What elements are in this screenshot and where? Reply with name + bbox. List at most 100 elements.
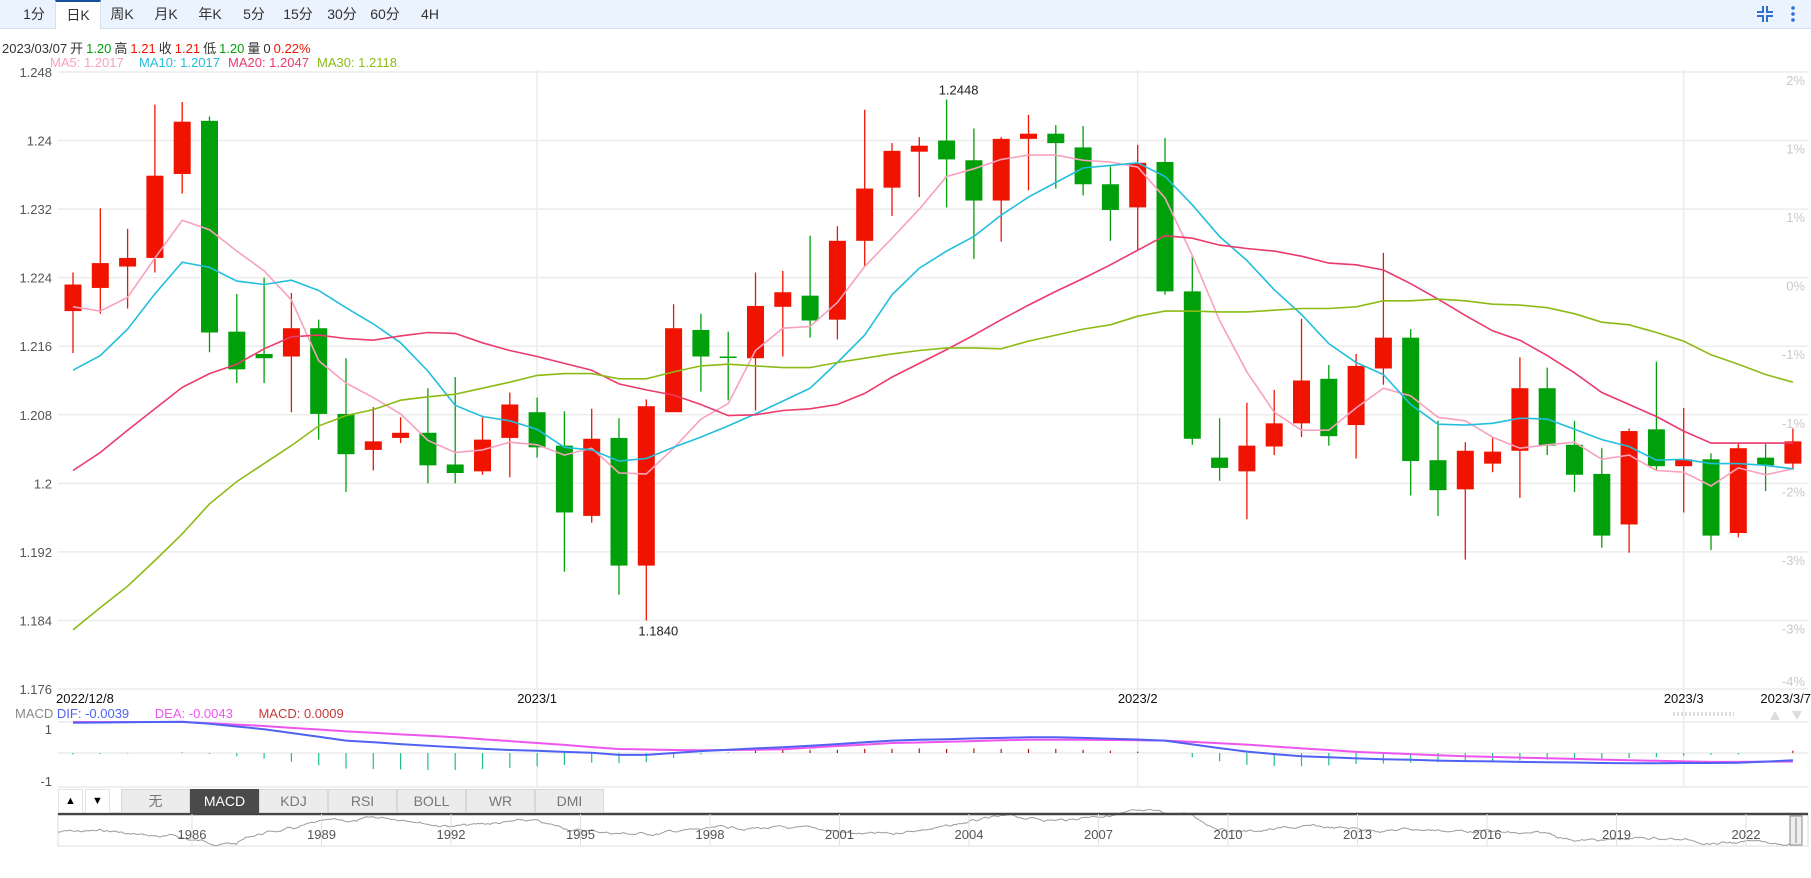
candles (64, 99, 1802, 621)
tab-15min[interactable]: 15分 (283, 6, 313, 22)
candle-up (364, 441, 382, 450)
candle-up (910, 145, 928, 152)
candle-down (1566, 444, 1583, 475)
dif-value: DIF: -0.0039 (56, 706, 130, 721)
tab-daily-k[interactable]: 日K (55, 0, 101, 29)
tab-weekly-k[interactable]: 周K (110, 6, 134, 22)
change-percent: 0.22% (273, 41, 311, 56)
candle-down (228, 331, 246, 370)
candle-up (1484, 451, 1502, 464)
candle-up (1129, 162, 1147, 208)
tab-30min[interactable]: 30分 (327, 6, 357, 22)
navigator-year-label: 2001 (825, 827, 854, 842)
y-percent-label: 2% (1786, 73, 1805, 88)
ma5-line (72, 154, 1794, 487)
candle-down (337, 413, 355, 455)
candle-down (719, 356, 737, 359)
y-tick-label: 1.184 (19, 613, 52, 628)
scroll-down-icon (1792, 711, 1802, 720)
y-percent-label: -1% (1782, 416, 1806, 431)
candle-up (583, 438, 601, 516)
scroll-up-icon (1770, 711, 1780, 720)
compress-icon[interactable] (1756, 5, 1774, 23)
indicator-tab-kdj[interactable]: KDJ (259, 789, 328, 813)
candle-down (1156, 161, 1174, 292)
range-navigator[interactable]: 1986 1989 1992 1995 1998 2001 2004 2007 2010 2013… (57, 808, 1809, 847)
indicator-down-button[interactable]: ▼ (85, 789, 110, 813)
candle-down (446, 464, 464, 474)
navigator-year-label: 2004 (955, 827, 984, 842)
ma5-legend: MA5: 1.2017 (50, 55, 124, 70)
indicator-tab-macd[interactable]: MACD (190, 789, 259, 813)
tab-60min[interactable]: 60分 (370, 6, 400, 22)
period-tab-bar: 1分 日K 周K 月K 年K 5分 15分 30分 60分 4H (0, 0, 1811, 29)
candle-down (938, 140, 956, 160)
candle-down (610, 437, 628, 566)
ma30-legend: MA30: 1.2118 (317, 55, 397, 70)
candle-up (665, 328, 683, 413)
candle-up (1511, 388, 1529, 451)
dif-line (72, 720, 1793, 765)
candle-up (146, 175, 164, 258)
candle-up (992, 138, 1010, 201)
dea-value: DEA: -0.0043 (154, 706, 233, 721)
x-tick-label: 2022/12/8 (56, 691, 114, 706)
candle-up (1265, 423, 1283, 447)
indicator-tab-wr[interactable]: WR (466, 789, 535, 813)
candle-up (1456, 450, 1474, 490)
navigator-year-label: 1998 (696, 827, 725, 842)
navigator-year-label: 2007 (1084, 827, 1113, 842)
indicator-tab-rsi[interactable]: RSI (328, 789, 397, 813)
candle-up (119, 257, 137, 267)
macd-tick-label: -1 (40, 774, 52, 789)
macd-title: MACD (15, 706, 54, 721)
candle-up (856, 188, 874, 241)
candle-down (801, 295, 819, 321)
y-tick-label: 1.224 (19, 271, 52, 286)
navigator-year-label: 1989 (307, 827, 336, 842)
navigator-year-label: 1995 (566, 827, 595, 842)
tab-monthly-k[interactable]: 月K (154, 6, 178, 22)
tab-5min[interactable]: 5分 (243, 6, 265, 22)
more-vertical-icon[interactable] (1788, 5, 1798, 23)
min-price-label: 1.1840 (638, 623, 678, 638)
macd-panel: 1 -1 (40, 720, 1808, 789)
navigator-frame (57, 813, 1809, 847)
candle-up (1729, 448, 1747, 534)
macd-legend: MACD DIF: -0.0039 DEA: -0.0043 MACD: 0.0… (15, 707, 344, 721)
candle-down (1047, 133, 1065, 144)
candle-down (692, 329, 710, 357)
navigator-year-label: 2016 (1473, 827, 1502, 842)
axes: 1.248 2% 1.24 1% 1.232 1% 1.224 0% 1.216 -1% 1.208… (19, 65, 1811, 720)
ma10-legend: MA10: 1.2017 (139, 55, 220, 70)
tab-yearly-k[interactable]: 年K (198, 6, 222, 22)
tab-1min[interactable]: 1分 (23, 6, 45, 22)
candle-up (828, 240, 846, 320)
moving-averages (72, 154, 1794, 631)
tab-4h[interactable]: 4H (421, 6, 439, 22)
navigator-year-label: 2022 (1732, 827, 1761, 842)
indicator-tab-dmi[interactable]: DMI (535, 789, 604, 813)
y-percent-label: -1% (1782, 347, 1806, 362)
indicator-tab-none[interactable]: 无 (121, 789, 190, 813)
volume-label: 量 (247, 41, 261, 56)
navigator-year-label: 2013 (1343, 827, 1372, 842)
candle-down (1074, 147, 1092, 185)
candle-down (310, 328, 328, 414)
x-tick-label: 2023/1 (517, 691, 557, 706)
indicator-up-button[interactable]: ▲ (58, 789, 83, 813)
y-tick-label: 1.232 (19, 202, 52, 217)
navigator-year-label: 2019 (1602, 827, 1631, 842)
candle-down (1647, 429, 1665, 467)
candle-up (1020, 133, 1037, 139)
y-percent-label: 0% (1786, 279, 1805, 294)
navigator-year-label: 1992 (437, 827, 466, 842)
candle-up (64, 284, 82, 312)
candle-down (1538, 388, 1556, 446)
max-price-label: 1.2448 (939, 82, 979, 97)
indicator-tab-boll[interactable]: BOLL (397, 789, 466, 813)
open-value: 1.20 (86, 41, 112, 56)
candle-up (392, 432, 410, 438)
candle-up (637, 406, 655, 566)
